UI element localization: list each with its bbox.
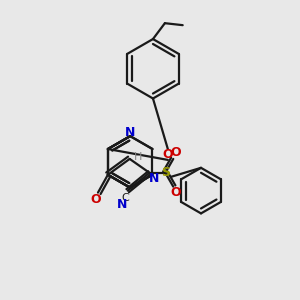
Text: O: O [163, 148, 173, 161]
Text: H: H [134, 152, 142, 162]
Text: O: O [170, 186, 181, 199]
Text: O: O [170, 146, 181, 160]
Text: N: N [149, 172, 160, 185]
Text: N: N [117, 198, 127, 211]
Text: C: C [121, 193, 129, 202]
Text: S: S [161, 166, 170, 179]
Text: O: O [91, 193, 101, 206]
Text: N: N [125, 126, 135, 139]
